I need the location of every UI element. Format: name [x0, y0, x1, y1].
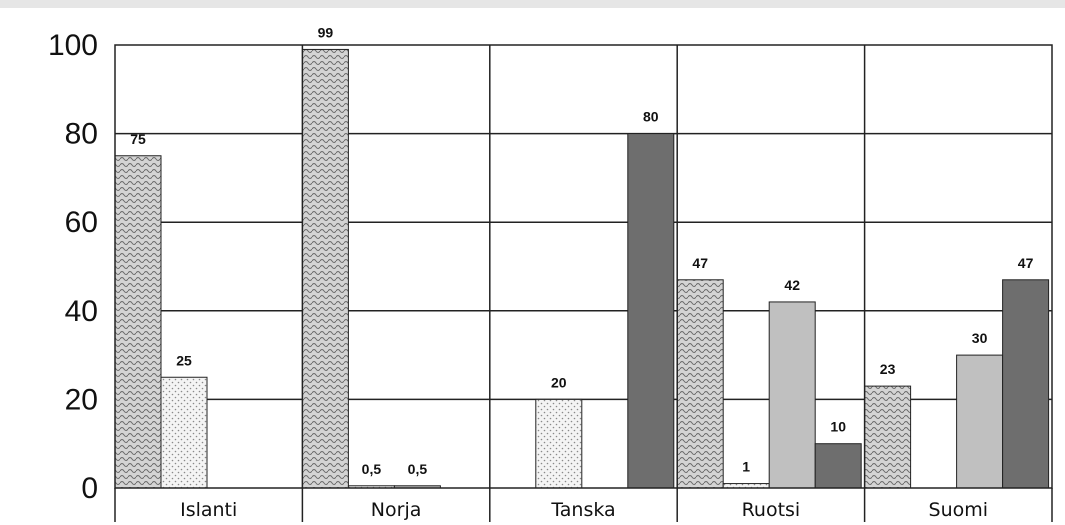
bar-islanti-s2: [160, 376, 208, 489]
bar-tanska-s4: [627, 133, 675, 489]
data-labels: 75 25 99 0,5 0,5 20 80 47 1 42 10 23 30 47: [130, 24, 1033, 476]
chart-top-band: [0, 0, 1065, 8]
data-label-norja-s1: 99: [318, 24, 334, 40]
data-label-tanska-s2: 20: [551, 374, 567, 390]
data-label-ruotsi-s4: 10: [830, 419, 846, 435]
x-tick-label-suomi: Suomi: [929, 499, 989, 521]
y-tick-label-40: 40: [65, 295, 98, 328]
y-tick-label-80: 80: [65, 118, 98, 151]
bar-ruotsi-s4: [814, 443, 862, 489]
bar-suomi-s3: [956, 354, 1004, 489]
bar-ruotsi-s1: [676, 279, 724, 489]
data-label-suomi-s3: 30: [972, 330, 988, 346]
bars: [114, 48, 1050, 489]
bar-suomi-s4: [1002, 279, 1050, 489]
y-axis-ticks: 0 20 40 60 80 100: [48, 29, 98, 505]
x-tick-label-islanti: Islanti: [180, 499, 237, 521]
data-label-norja-s2: 0,5: [362, 461, 382, 477]
data-label-tanska-s4: 80: [643, 109, 659, 125]
data-label-suomi-s1: 23: [880, 361, 896, 377]
data-label-islanti-s2: 25: [176, 352, 192, 368]
bar-islanti-s1: [114, 155, 162, 489]
data-label-ruotsi-s3: 42: [784, 277, 800, 293]
plot-frame: [114, 44, 1053, 522]
data-label-norja-s3: 0,5: [408, 461, 428, 477]
x-tick-label-norja: Norja: [371, 499, 422, 521]
data-label-ruotsi-s2: 1: [742, 459, 750, 475]
bar-norja-s1: [301, 48, 349, 489]
x-tick-label-ruotsi: Ruotsi: [742, 499, 801, 521]
data-label-suomi-s4: 47: [1018, 255, 1034, 271]
bar-ruotsi-s3: [768, 301, 816, 489]
data-label-ruotsi-s1: 47: [692, 255, 708, 271]
y-tick-label-60: 60: [65, 206, 98, 239]
bar-suomi-s1: [864, 385, 912, 489]
gridlines: [115, 132, 1052, 401]
y-tick-label-20: 20: [65, 383, 98, 416]
x-axis-ticks: Islanti Norja Tanska Ruotsi Suomi: [180, 499, 988, 521]
y-tick-label-0: 0: [81, 472, 98, 505]
data-label-islanti-s1: 75: [130, 131, 146, 147]
plot-border: [114, 44, 1053, 489]
y-tick-label-100: 100: [48, 29, 98, 62]
bar-tanska-s2: [535, 398, 583, 489]
x-tick-label-tanska: Tanska: [550, 499, 615, 521]
